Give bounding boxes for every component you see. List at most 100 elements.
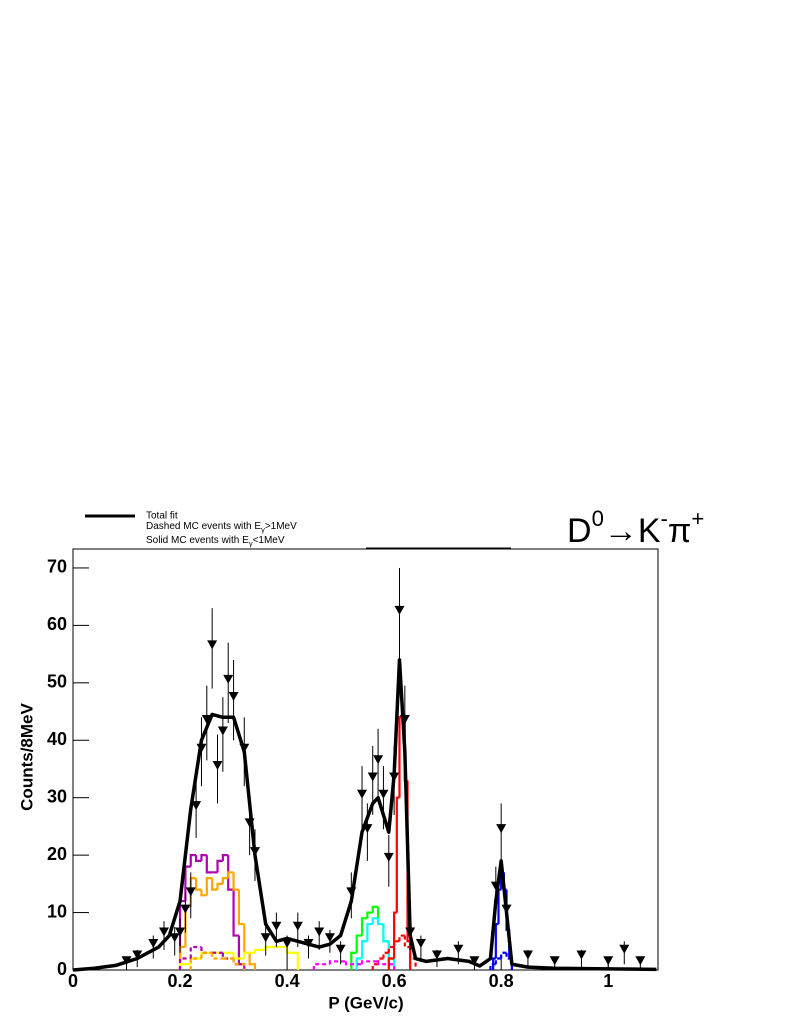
data-point bbox=[282, 939, 293, 949]
text-part: →K bbox=[604, 512, 661, 550]
y-tick-label: 70 bbox=[47, 557, 67, 577]
data-point bbox=[132, 950, 143, 960]
histogram-bin bbox=[211, 952, 223, 960]
data-point bbox=[191, 801, 202, 811]
histogram-bin bbox=[360, 960, 379, 965]
data-point bbox=[490, 881, 501, 891]
histogram-bin bbox=[205, 877, 213, 896]
histogram-bin bbox=[248, 952, 257, 970]
histogram-bin bbox=[500, 951, 507, 959]
histogram-bin bbox=[393, 911, 397, 959]
data-point bbox=[576, 950, 587, 960]
histogram-bin bbox=[360, 940, 368, 959]
y-tick-label: 0 bbox=[57, 959, 67, 979]
x-tick-label: 0.8 bbox=[489, 971, 514, 991]
x-tick-label: 1 bbox=[603, 971, 613, 991]
histogram-bin bbox=[366, 911, 373, 919]
text-part: - bbox=[661, 506, 668, 531]
histogram-bin bbox=[371, 917, 379, 925]
histogram-bin bbox=[232, 958, 246, 970]
data-point bbox=[362, 824, 373, 834]
text-part: γ bbox=[261, 525, 265, 534]
histogram-bin bbox=[360, 917, 368, 936]
histogram-bin bbox=[355, 957, 363, 970]
histogram-bin bbox=[221, 854, 229, 861]
text-part: π bbox=[668, 512, 691, 550]
data-point bbox=[228, 692, 239, 702]
legend-note: Dashed MC events with Eγ>1MeV bbox=[146, 521, 297, 535]
data-point bbox=[244, 818, 255, 828]
histogram-bin bbox=[195, 855, 202, 862]
histogram-bin bbox=[237, 889, 245, 926]
data-point bbox=[378, 789, 389, 799]
histogram-bin bbox=[232, 889, 239, 937]
data-point bbox=[249, 847, 260, 857]
text-part: >1MeV bbox=[265, 521, 297, 532]
histogram-bin bbox=[355, 934, 363, 953]
y-axis-label: Counts/8MeV bbox=[17, 703, 36, 811]
data-point bbox=[431, 950, 442, 960]
x-tick-label: 0.4 bbox=[275, 971, 300, 991]
y-tick-label: 50 bbox=[47, 672, 67, 692]
histogram-bin bbox=[328, 960, 346, 965]
histogram-bin bbox=[489, 963, 496, 970]
data-point bbox=[367, 772, 378, 782]
x-tick-label: 0 bbox=[68, 971, 78, 991]
x-tick-label: 0.2 bbox=[168, 971, 193, 991]
data-point bbox=[185, 887, 196, 897]
data-point bbox=[357, 789, 368, 799]
histogram-bin bbox=[178, 957, 191, 970]
histogram-bin bbox=[403, 935, 411, 949]
data-point bbox=[207, 640, 218, 650]
data-point bbox=[223, 674, 234, 684]
histogram-bin bbox=[382, 951, 389, 959]
data-point bbox=[239, 743, 250, 753]
histogram-bin bbox=[200, 947, 213, 954]
histogram-bin bbox=[371, 963, 379, 970]
text-part: Dashed MC events with E bbox=[146, 521, 261, 532]
y-tick-label: 10 bbox=[47, 901, 67, 921]
histogram-bin bbox=[211, 878, 218, 891]
histogram-bin bbox=[243, 951, 255, 959]
histogram-bin bbox=[237, 935, 246, 970]
data-point bbox=[260, 933, 271, 943]
data-point bbox=[453, 944, 464, 954]
data-point bbox=[292, 921, 303, 931]
histogram-bin bbox=[492, 957, 496, 970]
data-point bbox=[346, 887, 357, 897]
histogram-bin bbox=[376, 961, 396, 970]
text-part: 0 bbox=[592, 506, 604, 531]
text-part: γ bbox=[249, 539, 253, 548]
legend-label: Total fit bbox=[146, 511, 178, 522]
data-point bbox=[522, 950, 533, 960]
histogram-bin bbox=[189, 945, 202, 959]
data-point bbox=[335, 944, 346, 954]
data-point bbox=[635, 956, 646, 966]
histogram-bin bbox=[205, 855, 213, 874]
histogram-bin bbox=[200, 854, 207, 861]
chart-title: D0→K-π+ bbox=[567, 506, 704, 550]
histogram-bin bbox=[253, 948, 266, 953]
text-part: + bbox=[691, 506, 704, 531]
histogram-bin bbox=[387, 957, 395, 970]
data-point bbox=[201, 715, 212, 725]
data-point bbox=[619, 944, 630, 954]
x-tick-label: 0.6 bbox=[382, 971, 407, 991]
data-point bbox=[394, 605, 405, 615]
fit-line bbox=[72, 658, 657, 972]
text-part: <1MeV bbox=[253, 535, 285, 546]
histogram-bin bbox=[371, 905, 379, 913]
histogram-bin bbox=[366, 922, 373, 942]
data-point bbox=[271, 921, 282, 931]
data-point bbox=[303, 939, 314, 949]
plot-frame bbox=[72, 548, 659, 971]
histogram-bin bbox=[376, 918, 384, 926]
text-part: D bbox=[567, 512, 592, 550]
data-point bbox=[148, 939, 159, 949]
histogram-bin bbox=[216, 859, 223, 873]
histogram-bin bbox=[494, 957, 502, 965]
histogram-bin bbox=[200, 889, 207, 897]
histogram-bin bbox=[344, 961, 363, 966]
histogram-bin bbox=[398, 934, 405, 942]
